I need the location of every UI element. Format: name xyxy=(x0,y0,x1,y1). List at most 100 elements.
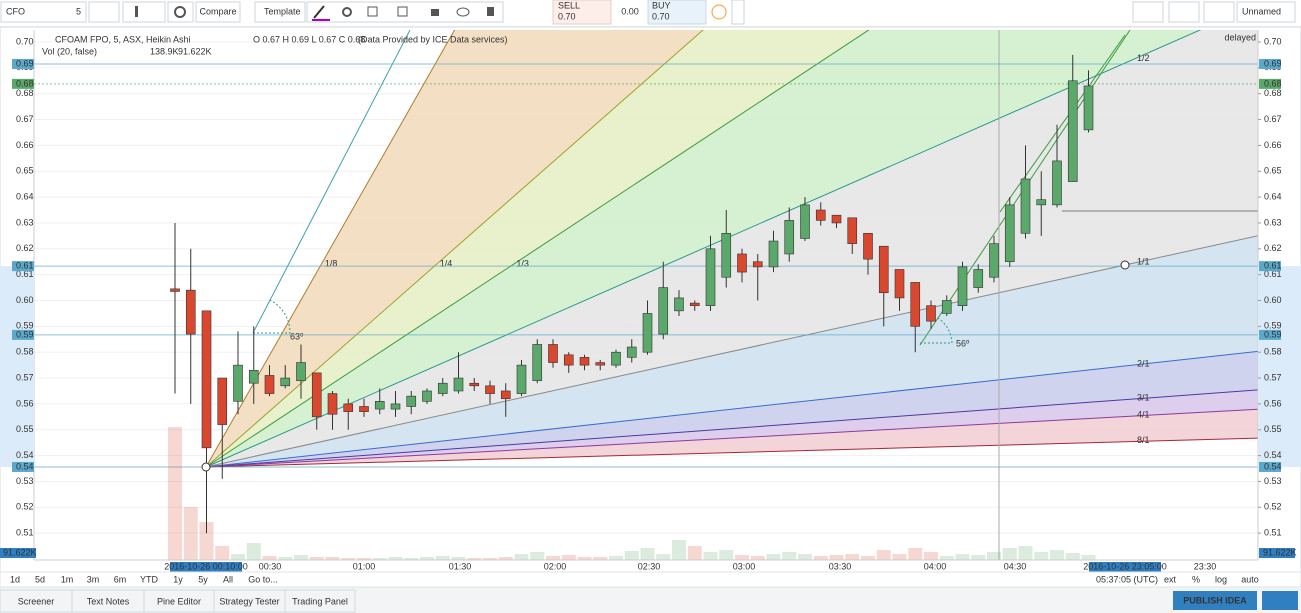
symbol-input[interactable] xyxy=(0,1,87,23)
range-button[interactable]: 6m xyxy=(114,574,127,584)
y-tick-label: 0.52 xyxy=(16,502,34,512)
y-tick-label: 0.67 xyxy=(16,114,34,124)
candle-body xyxy=(626,346,637,358)
template-button[interactable] xyxy=(254,1,306,23)
volume-bar xyxy=(404,558,419,560)
angle-label: 63º xyxy=(290,331,304,341)
candle-body xyxy=(957,266,968,306)
candle-body xyxy=(989,243,999,278)
buy-box[interactable] xyxy=(647,0,707,25)
y-tick-label: 0.68 xyxy=(1264,88,1282,98)
axis-selection xyxy=(0,266,34,467)
y-tick-label: 0.66 xyxy=(1264,140,1282,150)
range-button[interactable]: 5d xyxy=(35,574,45,584)
volume-bar xyxy=(341,558,356,560)
save-button[interactable] xyxy=(1203,1,1235,23)
candle-body xyxy=(815,209,826,221)
fan-label: 2/1 xyxy=(1137,358,1150,368)
tab-label[interactable]: Strategy Tester xyxy=(219,596,279,606)
candle-body xyxy=(926,305,936,322)
price-marker-label: 0.54 xyxy=(16,461,34,471)
range-button[interactable]: 1y xyxy=(173,574,183,584)
range-button[interactable]: All xyxy=(223,574,233,584)
icon xyxy=(313,5,325,19)
x-tick-label: 04:00 xyxy=(924,561,947,571)
price-marker xyxy=(1259,461,1281,472)
candle-body xyxy=(1004,204,1015,263)
volume-bar xyxy=(1002,548,1017,560)
legend-volume: Vol (20, false) xyxy=(42,46,97,56)
x-tick-label: 00:30 xyxy=(259,561,282,571)
range-button[interactable]: 5y xyxy=(198,574,208,584)
volume-bar xyxy=(215,546,230,560)
tab-label[interactable]: Trading Panel xyxy=(292,596,348,606)
range-button[interactable]: 1m xyxy=(61,574,74,584)
range-button[interactable]: 3m xyxy=(87,574,100,584)
zoom-buttons[interactable] xyxy=(731,0,745,25)
price-marker-label: 0.61 xyxy=(16,260,34,270)
drawing-tools[interactable] xyxy=(306,1,504,23)
y-tick-label: 0.57 xyxy=(1264,372,1282,382)
more-button[interactable] xyxy=(1262,591,1298,610)
fan-label: 1/3 xyxy=(516,258,529,268)
candle-body xyxy=(973,269,984,288)
price-marker xyxy=(1259,329,1281,340)
y-tick-label: 0.70 xyxy=(1264,36,1282,46)
time-marker-label: 2016-10-26 00:10:00 xyxy=(164,561,248,571)
volume-bar xyxy=(750,556,765,560)
candle-body xyxy=(894,269,905,299)
settings[interactable] xyxy=(167,1,194,23)
x-tick-label: 23:30 xyxy=(1194,561,1217,571)
y-tick-label: 0.60 xyxy=(16,295,34,305)
range-button[interactable]: YTD xyxy=(140,574,159,584)
chart: CFO, 5CFOAM FPO1/81/41/31/21/12/13/14/18… xyxy=(0,30,1301,572)
price-marker-label: 0.69 xyxy=(1264,58,1282,68)
chart-style[interactable] xyxy=(122,1,166,23)
y-tick-label: 0.52 xyxy=(1264,502,1282,512)
y-tick-label: 0.61 xyxy=(16,269,34,279)
volume-bar xyxy=(294,555,308,560)
price-marker xyxy=(12,58,34,69)
y-tick-label: 0.55 xyxy=(1264,424,1282,434)
tab-label[interactable]: Screener xyxy=(18,596,55,606)
interval-menu[interactable] xyxy=(88,1,120,23)
fan-label: 1/4 xyxy=(440,258,453,268)
scale-option[interactable]: log xyxy=(1215,574,1227,584)
volume-bar xyxy=(892,554,907,560)
scale-option[interactable]: auto xyxy=(1241,574,1259,584)
candle-body xyxy=(611,351,621,366)
compare-button[interactable] xyxy=(195,1,241,23)
icon xyxy=(397,6,408,17)
sell-label: SELL xyxy=(558,0,580,10)
x-tick-label: 01:30 xyxy=(449,561,472,571)
info-icon[interactable] xyxy=(711,4,727,20)
candle-body xyxy=(359,406,369,412)
scale-option[interactable]: ext xyxy=(1164,574,1177,584)
scale-option[interactable]: % xyxy=(1192,574,1200,584)
anchor xyxy=(1120,260,1130,270)
time-marker xyxy=(170,562,242,572)
layout-button[interactable] xyxy=(1236,1,1296,23)
candle-body xyxy=(296,362,306,381)
load-button[interactable] xyxy=(1168,1,1200,23)
layout-name: Unnamed xyxy=(1242,6,1281,16)
volume-bar xyxy=(593,557,608,560)
fan-line xyxy=(205,30,704,468)
color-button[interactable] xyxy=(1132,1,1164,23)
tab[interactable] xyxy=(284,589,356,613)
range-button[interactable]: 1d xyxy=(10,574,20,584)
y-tick-label: 0.51 xyxy=(1264,528,1282,538)
candle-body xyxy=(532,344,543,381)
candle-body xyxy=(752,261,763,268)
candle-body xyxy=(311,372,322,418)
publish-button[interactable] xyxy=(1173,591,1257,610)
tab-label[interactable]: Pine Editor xyxy=(157,596,201,606)
sell-box[interactable] xyxy=(552,0,612,25)
interval[interactable]: 5 xyxy=(76,6,81,16)
fan-line xyxy=(205,30,870,468)
candle-body xyxy=(406,395,417,407)
range-button[interactable]: Go to... xyxy=(248,574,278,584)
volume-bar xyxy=(861,556,875,560)
volume-marker xyxy=(1259,548,1295,558)
tab-label[interactable]: Text Notes xyxy=(87,596,130,606)
